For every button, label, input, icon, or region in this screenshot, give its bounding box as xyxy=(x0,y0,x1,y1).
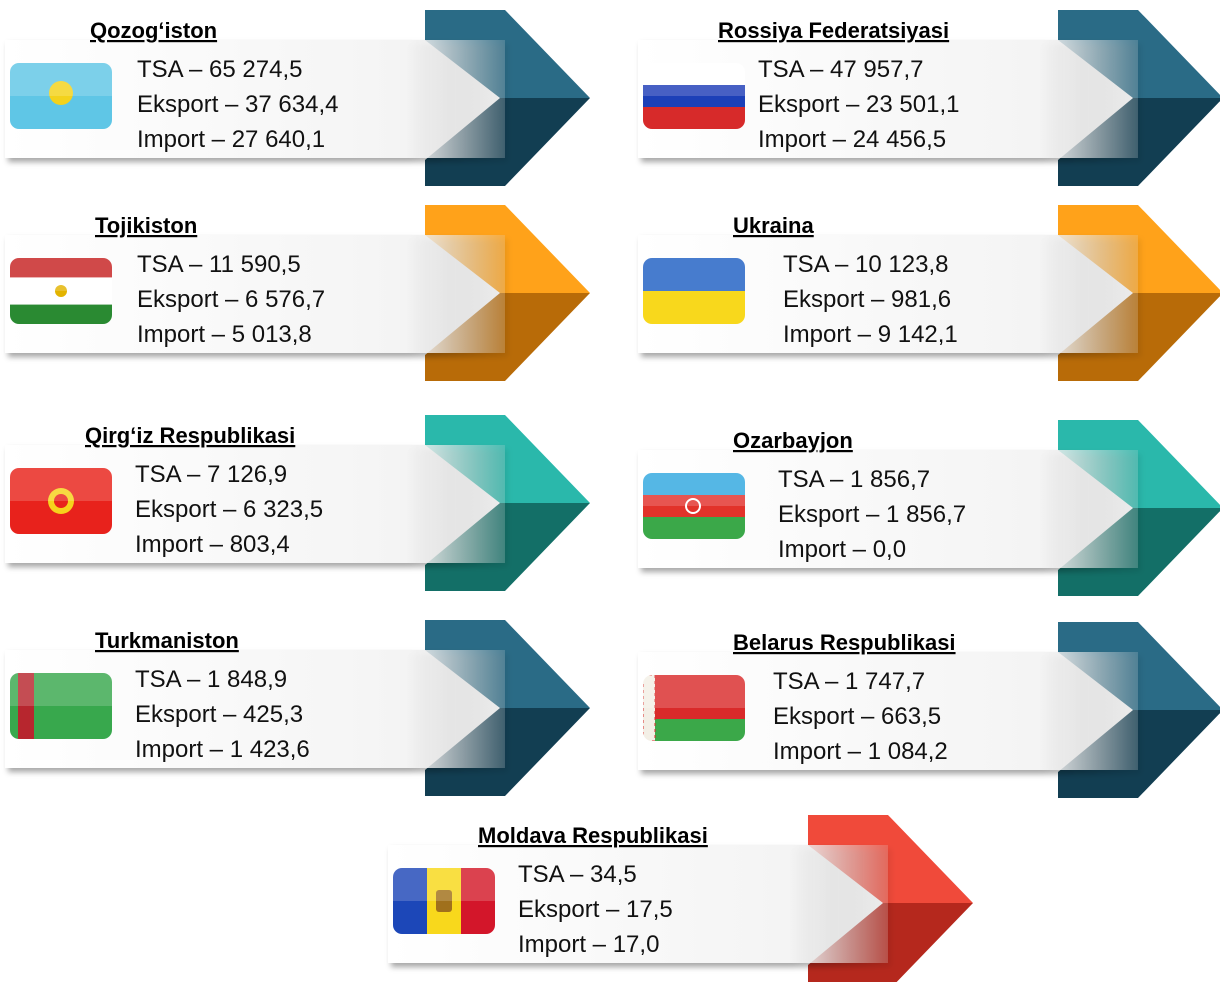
flag xyxy=(643,675,745,741)
chevron-bottom xyxy=(425,503,590,591)
trade-line: Eksport – 6 576,7 xyxy=(137,286,325,313)
chevron-top xyxy=(1058,622,1220,710)
flag-gloss xyxy=(643,258,745,291)
country-card: Qirg‘iz Respublikasi TSA – 7 126,9 Eksport… xyxy=(5,415,590,591)
flag-stripe xyxy=(643,107,745,129)
trade-line: Eksport – 663,5 xyxy=(773,703,941,730)
trade-line: Import – 27 640,1 xyxy=(137,126,325,153)
country-name: Turkmaniston xyxy=(95,628,239,653)
chevron-top xyxy=(425,415,590,503)
flag-gloss xyxy=(643,473,745,506)
flag xyxy=(643,258,745,324)
chevron-top xyxy=(1058,10,1220,98)
flag-stripe xyxy=(643,517,745,539)
country-card: Tojikiston TSA – 11 590,5 Eksport – 6 576,… xyxy=(5,205,590,381)
trade-line: TSA – 7 126,9 xyxy=(135,461,287,488)
flag-gloss xyxy=(393,868,495,901)
flag-gloss xyxy=(10,468,112,501)
chevron-bottom xyxy=(1058,293,1220,381)
country-card: Turkmaniston TSA – 1 848,9 Eksport – 425,3… xyxy=(5,620,590,796)
country-name: Moldava Respublikasi xyxy=(478,823,708,848)
trade-line: TSA – 10 123,8 xyxy=(783,251,948,278)
chevron-bottom xyxy=(425,708,590,796)
chevron-bottom xyxy=(1058,710,1220,798)
chevron-top xyxy=(425,620,590,708)
country-card: Ozarbayjon TSA – 1 856,7 Eksport – 1 856,7… xyxy=(638,420,1220,596)
trade-line: Import – 0,0 xyxy=(778,536,906,563)
chevron-top xyxy=(425,205,590,293)
trade-line: Eksport – 17,5 xyxy=(518,896,673,923)
country-name: Tojikiston xyxy=(95,213,197,238)
trade-line: Eksport – 23 501,1 xyxy=(758,91,959,118)
trade-line: TSA – 1 848,9 xyxy=(135,666,287,693)
trade-line: Import – 24 456,5 xyxy=(758,126,946,153)
flag-stripe xyxy=(643,291,745,324)
trade-line: TSA – 1 856,7 xyxy=(778,466,930,493)
country-card: Ukraina TSA – 10 123,8 Eksport – 981,6 Impo… xyxy=(638,205,1220,381)
flag xyxy=(10,673,112,739)
trade-line: Import – 17,0 xyxy=(518,931,659,958)
trade-line: TSA – 47 957,7 xyxy=(758,56,923,83)
trade-line: TSA – 11 590,5 xyxy=(137,251,301,278)
trade-line: TSA – 65 274,5 xyxy=(137,56,302,83)
flag-stripe xyxy=(10,304,112,324)
trade-line: Eksport – 425,3 xyxy=(135,701,303,728)
chevron-bottom xyxy=(425,98,590,186)
chevron-bottom xyxy=(1058,508,1220,596)
flag xyxy=(10,468,112,534)
flag-gloss xyxy=(643,675,745,708)
country-card: Moldava Respublikasi TSA – 34,5 Eksport – … xyxy=(388,815,973,982)
trade-line: Eksport – 6 323,5 xyxy=(135,496,323,523)
chevron-top xyxy=(808,815,973,903)
trade-line: Eksport – 37 634,4 xyxy=(137,91,338,118)
trade-line: TSA – 1 747,7 xyxy=(773,668,925,695)
trade-line: Import – 5 013,8 xyxy=(137,321,312,348)
chevron-bottom xyxy=(1058,98,1220,186)
trade-line: Eksport – 981,6 xyxy=(783,286,951,313)
flag xyxy=(10,63,112,129)
flag xyxy=(393,868,495,934)
flag-gloss xyxy=(10,258,112,291)
trade-line: Import – 1 084,2 xyxy=(773,738,948,765)
country-name: Rossiya Federatsiyasi xyxy=(718,18,949,43)
trade-line: TSA – 34,5 xyxy=(518,861,637,888)
chevron-bottom xyxy=(425,293,590,381)
country-name: Belarus Respublikasi xyxy=(733,630,956,655)
flag-gloss xyxy=(643,63,745,96)
country-name: Qozog‘iston xyxy=(90,18,217,43)
flag-gloss xyxy=(10,63,112,96)
country-name: Ukraina xyxy=(733,213,814,238)
country-card: Belarus Respublikasi TSA – 1 747,7 Eksport… xyxy=(638,622,1220,798)
trade-line: Import – 9 142,1 xyxy=(783,321,958,348)
flag xyxy=(643,63,745,129)
chevron-top xyxy=(425,10,590,98)
country-name: Ozarbayjon xyxy=(733,428,853,453)
flag xyxy=(643,473,745,539)
trade-line: Import – 1 423,6 xyxy=(135,736,310,763)
chevron-top xyxy=(1058,205,1220,293)
flag xyxy=(10,258,112,324)
trade-line: Import – 803,4 xyxy=(135,531,290,558)
trade-line: Eksport – 1 856,7 xyxy=(778,501,966,528)
chevron-top xyxy=(1058,420,1220,508)
flag-stripe xyxy=(643,719,745,741)
flag-gloss xyxy=(10,673,112,706)
country-card: Qozog‘iston TSA – 65 274,5 Eksport – 37 63… xyxy=(5,10,590,186)
country-name: Qirg‘iz Respublikasi xyxy=(85,423,295,448)
country-card: Rossiya Federatsiyasi TSA – 47 957,7 Ekspo… xyxy=(638,10,1220,186)
